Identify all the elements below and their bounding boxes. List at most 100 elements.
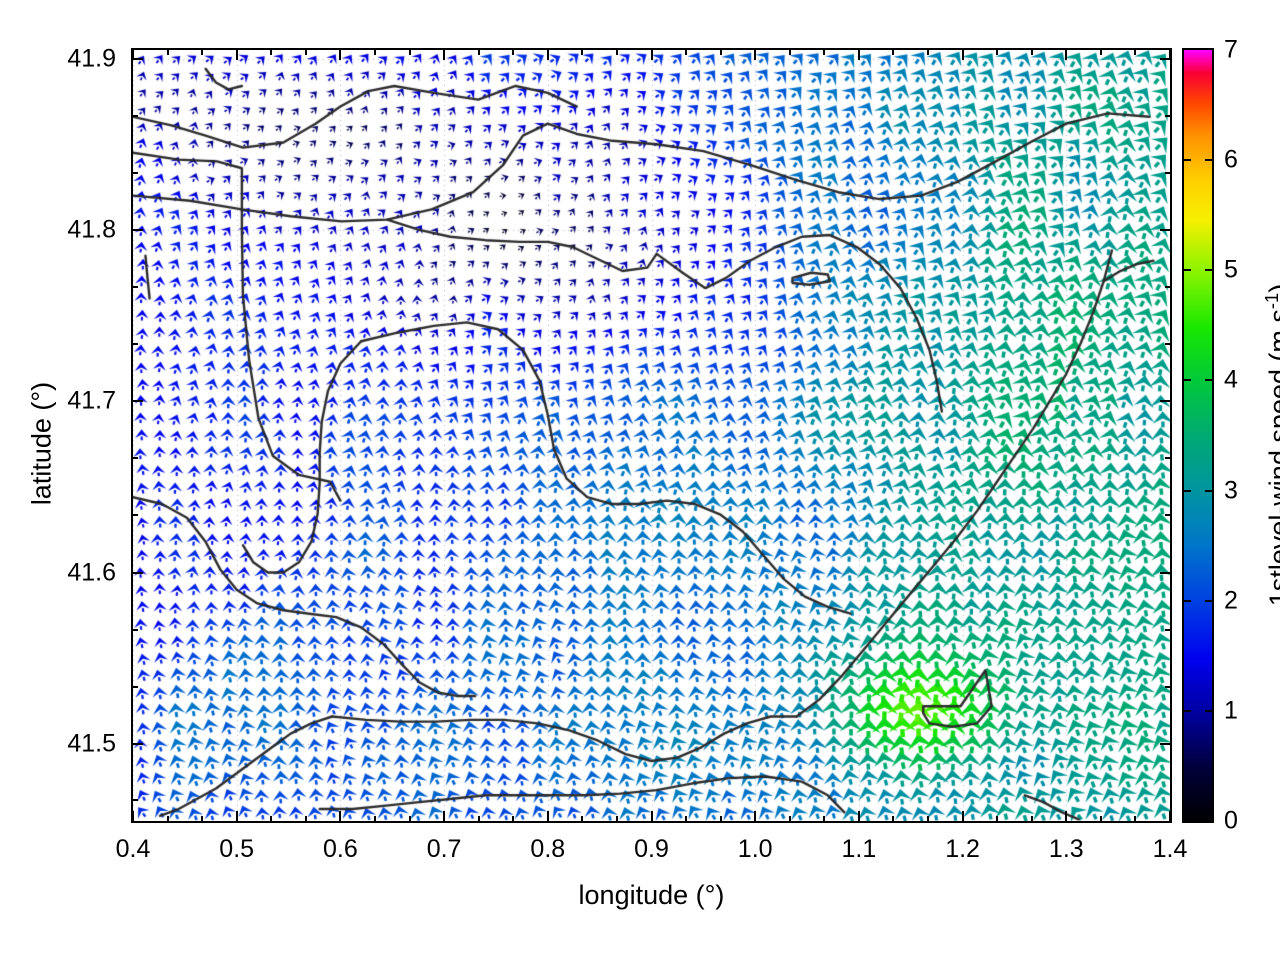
x-axis-tick-minor-top xyxy=(477,48,480,55)
y-axis-tick-minor-right xyxy=(1165,171,1172,174)
x-axis-tick-major-top xyxy=(754,48,757,60)
colorbar-tick-label: 1 xyxy=(1224,696,1238,725)
y-axis-tick-minor xyxy=(131,799,138,802)
x-axis-tick-major xyxy=(132,811,134,823)
x-axis-tick-label: 1.4 xyxy=(1152,835,1188,863)
colorbar-tick-label: 4 xyxy=(1224,365,1238,394)
x-axis-tick-minor-top xyxy=(823,48,826,55)
x-axis-tick-major-top xyxy=(339,48,342,60)
y-axis-tick-minor-right xyxy=(1165,628,1172,631)
y-axis-tick-minor xyxy=(131,286,138,288)
y-axis-tick-major xyxy=(131,742,143,745)
x-axis-tick-minor xyxy=(927,816,930,823)
colorbar-tick xyxy=(1205,159,1212,162)
colorbar-title-tail: ) xyxy=(1264,284,1280,293)
x-axis-tick-major xyxy=(961,811,964,823)
x-axis-tick-label: 0.6 xyxy=(323,835,358,863)
x-axis-tick-minor-top xyxy=(719,48,722,55)
x-axis-tick-major xyxy=(650,811,653,823)
y-axis-tick-major-right xyxy=(1160,742,1172,745)
x-axis-tick-minor-top xyxy=(1134,48,1137,55)
colorbar-tick xyxy=(1184,159,1191,162)
colorbar-tick-label: 6 xyxy=(1224,145,1238,174)
x-axis-tick-major xyxy=(857,811,860,823)
colorbar-tick-label: 3 xyxy=(1224,476,1238,505)
y-axis-tick-major-right xyxy=(1160,400,1172,403)
x-axis-tick-label: 1.1 xyxy=(841,835,877,863)
x-axis-tick-minor xyxy=(685,816,688,823)
coastline-layer xyxy=(133,50,1170,821)
x-axis-tick-minor-top xyxy=(166,48,169,55)
y-axis-tick-label: 41.6 xyxy=(67,558,116,587)
colorbar-title: 1stlevel-wind speed (m s-1) xyxy=(1261,185,1280,705)
x-axis-tick-minor-top xyxy=(927,48,930,55)
x-axis-tick-major-top xyxy=(961,48,964,60)
x-axis-tick-minor-top xyxy=(892,48,895,55)
colorbar-tick xyxy=(1205,489,1212,492)
y-axis-tick-minor xyxy=(131,114,138,117)
colorbar-tick-label: 2 xyxy=(1224,586,1238,615)
x-axis-tick-major-top xyxy=(857,48,860,60)
y-axis-tick-label: 41.5 xyxy=(67,729,116,758)
y-axis-tick-major xyxy=(131,400,143,403)
y-axis-label: latitude (°) xyxy=(26,381,57,506)
y-axis-tick-major-right xyxy=(1160,228,1172,231)
x-axis-tick-major-top xyxy=(443,48,446,60)
x-axis-tick-minor xyxy=(615,816,618,823)
x-axis-tick-major xyxy=(1169,811,1171,823)
x-axis-tick-major-top xyxy=(546,48,549,60)
colorbar-tick xyxy=(1184,269,1191,272)
x-axis-tick-label: 0.5 xyxy=(219,835,255,863)
y-axis-tick-minor xyxy=(131,514,138,517)
x-axis-tick-minor xyxy=(892,816,895,823)
x-axis-tick-minor-top xyxy=(408,48,411,55)
colorbar-tick xyxy=(1184,599,1191,602)
x-axis-label: longitude (°) xyxy=(578,880,725,910)
x-axis-tick-label: 0.4 xyxy=(115,835,151,863)
x-axis-tick-minor xyxy=(166,816,169,823)
colorbar-tick xyxy=(1205,269,1212,272)
x-axis-tick-minor-top xyxy=(1099,48,1102,55)
y-axis-tick-label: 41.8 xyxy=(67,215,116,244)
x-axis-tick-label: 0.9 xyxy=(634,835,669,863)
x-axis-tick-minor xyxy=(373,816,376,823)
x-axis-tick-minor-top xyxy=(512,48,515,55)
colorbar-tick xyxy=(1184,709,1191,712)
x-axis-tick-minor xyxy=(477,816,480,823)
x-axis-tick-major-top xyxy=(650,48,653,60)
x-axis-tick-minor xyxy=(1134,816,1137,823)
x-axis-tick-minor xyxy=(408,816,411,823)
x-axis-tick-minor xyxy=(1099,816,1102,823)
y-axis-tick-major xyxy=(131,228,143,231)
x-axis-tick-major-top xyxy=(132,48,134,60)
y-axis-tick-minor-right xyxy=(1165,685,1172,688)
x-axis-tick-minor-top xyxy=(270,48,273,55)
x-axis-tick-major-top xyxy=(1065,48,1068,60)
y-axis-tick-major-right xyxy=(1160,571,1172,574)
y-axis-tick-minor xyxy=(131,628,138,631)
y-axis-tick-minor xyxy=(131,685,138,688)
y-axis-tick-minor-right xyxy=(1165,457,1172,460)
y-axis-tick-major xyxy=(131,571,143,574)
x-axis-tick-minor xyxy=(581,816,584,823)
x-axis-tick-minor-top xyxy=(1030,48,1033,55)
y-axis-tick-minor-right xyxy=(1165,286,1172,288)
x-axis-tick-minor-top xyxy=(304,48,307,55)
x-axis-tick-minor-top xyxy=(996,48,999,55)
y-axis-tick-major xyxy=(131,57,143,60)
colorbar xyxy=(1182,48,1214,823)
x-axis-tick-major xyxy=(754,811,757,823)
x-axis-tick-major-top xyxy=(1169,48,1171,60)
x-axis-tick-minor xyxy=(788,816,791,823)
x-axis-tick-minor xyxy=(823,816,826,823)
colorbar-tick xyxy=(1205,709,1212,712)
x-axis-tick-major xyxy=(546,811,549,823)
x-axis-tick-major-top xyxy=(235,48,238,60)
x-axis-tick-label: 1.0 xyxy=(737,835,773,863)
x-axis-tick-minor-top xyxy=(788,48,791,55)
x-axis-tick-major xyxy=(443,811,446,823)
x-axis-tick-label: 0.7 xyxy=(426,835,462,863)
x-axis-tick-minor xyxy=(719,816,722,823)
x-axis-tick-minor xyxy=(304,816,307,823)
